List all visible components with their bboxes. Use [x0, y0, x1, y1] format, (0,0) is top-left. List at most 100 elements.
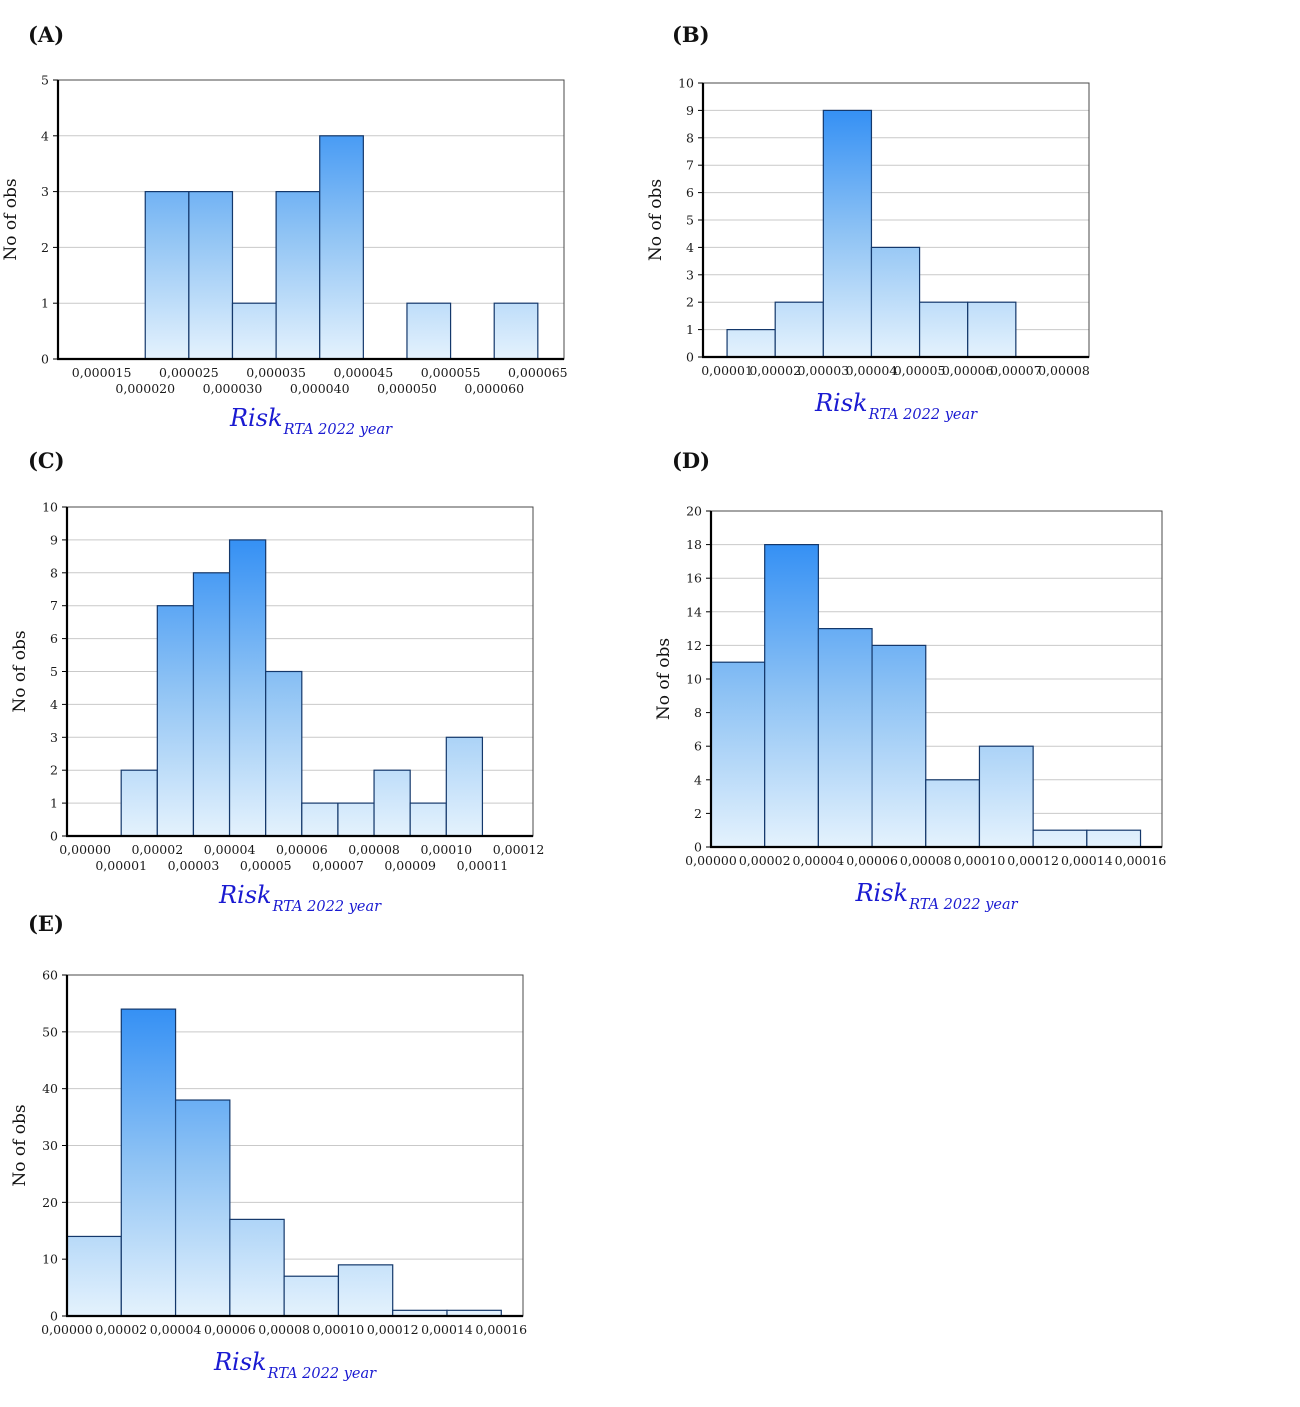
y-tick-label: 10: [686, 672, 702, 687]
x-tick-label: 0,00007: [990, 363, 1042, 378]
x-tick-label: 0,00008: [900, 853, 952, 868]
x-tick-label: 0,00006: [942, 363, 994, 378]
panel-label-d: (D): [672, 448, 711, 473]
x-tick-label: 0,00010: [420, 842, 472, 857]
x-tick-label: 0,00002: [131, 842, 183, 857]
y-tick-label: 18: [686, 537, 702, 552]
histogram-bar: [120, 1008, 177, 1317]
y-tick-label: 5: [50, 664, 58, 679]
y-tick-label: 5: [41, 73, 49, 88]
histogram-bar: [156, 605, 195, 837]
x-tick-label: 0,00007: [312, 858, 364, 873]
x-tick-label: 0,00005: [894, 363, 946, 378]
y-tick-label: 2: [694, 806, 702, 821]
panel-label-a: (A): [28, 22, 65, 47]
histogram-chart-a: 0123450,0000150,0000200,0000250,0000300,…: [2, 73, 568, 439]
x-axis-title: RiskRTA 2022 year: [229, 404, 393, 438]
histogram-bar: [66, 1235, 122, 1317]
histogram-bar: [231, 302, 277, 360]
y-tick-label: 0: [41, 352, 49, 367]
x-tick-label: 0,00014: [1061, 853, 1113, 868]
x-tick-label: 0,00002: [95, 1322, 147, 1337]
x-tick-label: 0,00012: [367, 1322, 419, 1337]
x-tick-label: 0,00004: [150, 1322, 202, 1337]
x-tick-label: 0,00006: [276, 842, 328, 857]
x-tick-label: 0,00005: [240, 858, 292, 873]
histogram-bar: [710, 661, 766, 848]
x-axis-title: RiskRTA 2022 year: [218, 881, 382, 915]
x-tick-label: 0,00000: [685, 853, 737, 868]
x-tick-label: 0,000020: [115, 381, 175, 396]
histogram-bar: [409, 802, 447, 837]
histogram-bar: [301, 802, 339, 837]
x-tick-label: 0,00010: [313, 1322, 365, 1337]
y-tick-label: 20: [686, 504, 702, 519]
x-axis-title: RiskRTA 2022 year: [854, 879, 1018, 913]
x-tick-label: 0,00014: [421, 1322, 473, 1337]
histogram-bar: [1086, 829, 1142, 848]
histogram-bar: [373, 769, 411, 837]
x-tick-label: 0,00012: [493, 842, 545, 857]
histogram-chart-b: 0 1 2 3 4 5 6 7 8 9 10 0,000010,000020,000030,00004…: [647, 76, 1090, 424]
y-axis-title: No of obs: [655, 638, 674, 720]
histogram-bar: [228, 539, 267, 837]
histogram-bar: [870, 246, 921, 358]
panel-b: (B) 0 1 2 3 4 5 6 7 8 9 10 0,00001 0,00002 0,00003 0,0…: [647, 20, 1287, 450]
x-tick-label: 0,00004: [204, 842, 256, 857]
x-tick-label: 0,00000: [59, 842, 111, 857]
y-tick-label: 2: [686, 295, 694, 310]
y-tick-label: 3: [50, 730, 58, 745]
panel-label-e: (E): [28, 911, 64, 936]
panel-a: (A) 0 1 2 3 4 5 0,000015 0,000020 0,000025 0,0000…: [2, 20, 642, 450]
histogram-bar: [445, 736, 484, 837]
x-tick-label: 0,00006: [846, 853, 898, 868]
y-tick-label: 0: [686, 350, 694, 365]
histogram-bar: [337, 802, 375, 837]
y-tick-label: 8: [694, 705, 702, 720]
histogram-bar: [726, 329, 776, 358]
y-tick-label: 6: [694, 739, 702, 754]
x-tick-label: 0,00001: [701, 363, 753, 378]
panel-d: (D) 0 2 4 6 8 10 12 14 16 18 20 0,00000 0,00002 0,000…: [655, 445, 1295, 925]
histogram-bar: [406, 302, 452, 360]
histogram-bar: [283, 1275, 340, 1317]
histogram-bar: [918, 301, 969, 358]
y-tick-label: 3: [686, 267, 694, 282]
y-tick-label: 9: [50, 532, 58, 547]
y-tick-label: 4: [686, 240, 694, 255]
histogram-bar: [925, 779, 981, 848]
x-tick-label: 0,00002: [749, 363, 801, 378]
x-tick-label: 0,00004: [793, 853, 845, 868]
x-tick-label: 0,00004: [846, 363, 898, 378]
y-tick-label: 6: [686, 185, 694, 200]
y-tick-label: 8: [50, 565, 58, 580]
histogram-bar: [871, 644, 927, 848]
panel-e: (E) 0 10 20 30 40 50 60 0,00000 0,00002 0,00004 0,…: [11, 908, 651, 1398]
y-tick-label: 4: [50, 697, 58, 712]
histogram-bar: [764, 543, 819, 848]
panel-c: (C) 0 1 2 3 4 5 6 7 8 9 10 0,00000 0,00001 0,00002 0,0…: [11, 445, 651, 915]
y-tick-label: 14: [686, 604, 702, 619]
x-axis-title: RiskRTA 2022 year: [213, 1348, 377, 1382]
x-tick-label: 0,00016: [475, 1322, 527, 1337]
x-tick-label: 0,00010: [954, 853, 1006, 868]
panel-label-c: (C): [28, 448, 65, 473]
x-tick-label: 0,00016: [1115, 853, 1167, 868]
histogram-bar: [229, 1218, 285, 1317]
y-tick-label: 4: [694, 772, 702, 787]
y-tick-label: 60: [42, 968, 58, 983]
y-axis-title: No of obs: [647, 179, 666, 261]
y-tick-label: 0: [694, 840, 702, 855]
x-tick-label: 0,000065: [508, 365, 568, 380]
y-tick-label: 2: [41, 240, 49, 255]
y-tick-label: 8: [686, 130, 694, 145]
y-axis-title: No of obs: [11, 630, 30, 712]
y-tick-label: 7: [686, 158, 694, 173]
x-tick-label: 0,000015: [72, 365, 132, 380]
x-tick-label: 0,00003: [168, 858, 220, 873]
histogram-chart-c: 0 1 2 3 4 5 6 7 8 9 10 0,000000,000010,000020,00003…: [11, 500, 545, 916]
y-tick-label: 10: [42, 500, 58, 515]
x-tick-label: 0,000050: [377, 381, 437, 396]
x-axis-title: RiskRTA 2022 year: [814, 389, 978, 423]
x-tick-label: 0,00001: [95, 858, 147, 873]
